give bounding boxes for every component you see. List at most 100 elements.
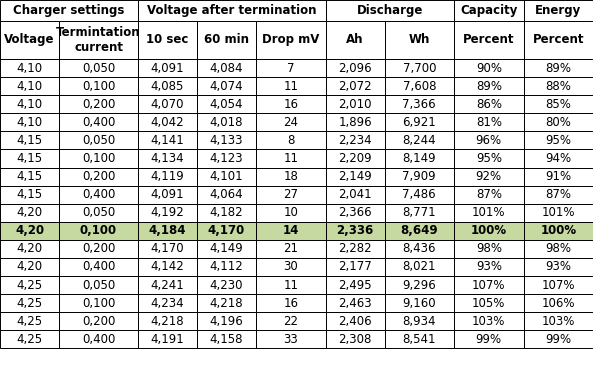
Bar xyxy=(454,21,524,59)
Text: 4,218: 4,218 xyxy=(151,315,184,328)
Text: 10 sec: 10 sec xyxy=(146,33,189,47)
Text: 4,142: 4,142 xyxy=(151,261,184,273)
Bar xyxy=(0,240,59,258)
Text: 0,100: 0,100 xyxy=(80,224,117,237)
Bar xyxy=(454,312,524,330)
Bar xyxy=(326,131,384,149)
Bar xyxy=(59,222,138,240)
Bar xyxy=(59,131,138,149)
Text: 99%: 99% xyxy=(476,333,502,346)
Text: 4,141: 4,141 xyxy=(151,134,184,147)
Text: Capacity: Capacity xyxy=(460,4,518,17)
Bar xyxy=(256,222,326,240)
Text: 4,15: 4,15 xyxy=(17,134,43,147)
Text: 95%: 95% xyxy=(476,152,502,165)
Bar xyxy=(326,0,454,21)
Bar xyxy=(138,77,197,95)
Bar xyxy=(256,168,326,186)
Text: 96%: 96% xyxy=(476,134,502,147)
Bar xyxy=(524,131,593,149)
Text: 30: 30 xyxy=(283,261,298,273)
Text: 0,100: 0,100 xyxy=(82,297,115,310)
Text: Discharge: Discharge xyxy=(356,4,423,17)
Text: 4,10: 4,10 xyxy=(17,98,43,111)
Text: 4,091: 4,091 xyxy=(151,62,184,74)
Text: Charger settings: Charger settings xyxy=(13,4,125,17)
Bar xyxy=(138,330,197,349)
Bar xyxy=(384,149,454,168)
Bar xyxy=(524,77,593,95)
Bar xyxy=(0,59,59,77)
Bar xyxy=(0,330,59,349)
Bar xyxy=(59,113,138,131)
Bar xyxy=(256,95,326,113)
Text: 4,10: 4,10 xyxy=(17,116,43,129)
Bar xyxy=(384,204,454,222)
Text: 4,064: 4,064 xyxy=(210,188,243,201)
Bar xyxy=(0,77,59,95)
Text: 4,018: 4,018 xyxy=(210,116,243,129)
Text: 8,934: 8,934 xyxy=(403,315,436,328)
Bar xyxy=(138,0,326,21)
Bar xyxy=(524,204,593,222)
Bar xyxy=(256,276,326,294)
Bar xyxy=(138,240,197,258)
Text: 0,100: 0,100 xyxy=(82,152,115,165)
Text: Percent: Percent xyxy=(463,33,515,47)
Text: 87%: 87% xyxy=(545,188,571,201)
Text: 4,149: 4,149 xyxy=(210,243,243,255)
Text: 8,771: 8,771 xyxy=(403,206,436,219)
Text: 0,400: 0,400 xyxy=(82,188,115,201)
Bar xyxy=(384,276,454,294)
Bar xyxy=(326,240,384,258)
Text: 0,200: 0,200 xyxy=(82,243,115,255)
Bar xyxy=(454,222,524,240)
Text: 90%: 90% xyxy=(476,62,502,74)
Bar xyxy=(454,0,524,21)
Text: 4,158: 4,158 xyxy=(210,333,243,346)
Bar xyxy=(326,95,384,113)
Bar xyxy=(326,222,384,240)
Bar xyxy=(138,204,197,222)
Bar xyxy=(524,240,593,258)
Text: 4,15: 4,15 xyxy=(17,188,43,201)
Bar xyxy=(0,186,59,204)
Bar xyxy=(59,312,138,330)
Bar xyxy=(138,113,197,131)
Bar xyxy=(256,113,326,131)
Text: 87%: 87% xyxy=(476,188,502,201)
Text: 4,25: 4,25 xyxy=(17,297,43,310)
Bar xyxy=(59,21,138,59)
Text: 89%: 89% xyxy=(476,80,502,92)
Text: 60 min: 60 min xyxy=(204,33,249,47)
Bar xyxy=(138,149,197,168)
Text: Drop mV: Drop mV xyxy=(262,33,320,47)
Bar xyxy=(59,186,138,204)
Bar xyxy=(454,204,524,222)
Text: 94%: 94% xyxy=(545,152,571,165)
Text: 106%: 106% xyxy=(541,297,575,310)
Text: 4,20: 4,20 xyxy=(17,206,43,219)
Text: 4,084: 4,084 xyxy=(210,62,243,74)
Bar xyxy=(524,330,593,349)
Bar xyxy=(326,294,384,312)
Text: 4,070: 4,070 xyxy=(151,98,184,111)
Text: 2,096: 2,096 xyxy=(338,62,372,74)
Text: 4,10: 4,10 xyxy=(17,80,43,92)
Bar xyxy=(524,312,593,330)
Text: 4,054: 4,054 xyxy=(210,98,243,111)
Bar xyxy=(59,77,138,95)
Text: 4,112: 4,112 xyxy=(210,261,243,273)
Text: 98%: 98% xyxy=(476,243,502,255)
Text: 85%: 85% xyxy=(546,98,571,111)
Text: 93%: 93% xyxy=(476,261,502,273)
Bar xyxy=(59,149,138,168)
Text: 4,15: 4,15 xyxy=(17,152,43,165)
Bar xyxy=(256,149,326,168)
Bar xyxy=(384,21,454,59)
Text: 88%: 88% xyxy=(546,80,571,92)
Text: 7,486: 7,486 xyxy=(403,188,436,201)
Bar xyxy=(138,21,197,59)
Bar xyxy=(197,276,256,294)
Bar xyxy=(384,330,454,349)
